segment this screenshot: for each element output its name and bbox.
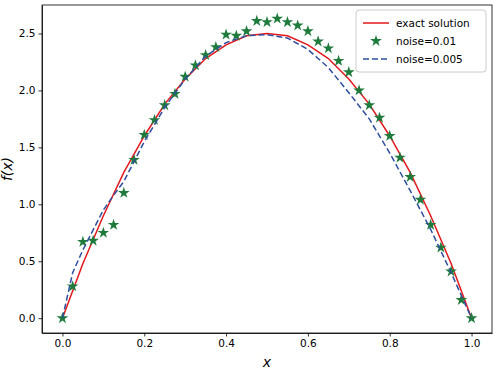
marker bbox=[302, 25, 314, 36]
marker bbox=[363, 99, 375, 110]
marks bbox=[57, 13, 478, 324]
marker bbox=[394, 151, 406, 162]
marker bbox=[241, 25, 253, 36]
marker bbox=[415, 194, 427, 205]
tick-mark bbox=[39, 147, 43, 148]
tick-label: 0.8 bbox=[382, 337, 399, 349]
tick: 2.5 bbox=[19, 27, 42, 39]
tick-label: 0.0 bbox=[55, 337, 72, 349]
tick-label: 2.0 bbox=[19, 84, 36, 96]
marker bbox=[251, 15, 263, 26]
marker bbox=[323, 42, 335, 53]
tick-label: 1.5 bbox=[19, 141, 36, 153]
legend-label: noise=0.01 bbox=[396, 35, 456, 47]
marker bbox=[138, 129, 150, 140]
marker bbox=[404, 171, 416, 182]
marker bbox=[271, 13, 283, 24]
marker bbox=[384, 130, 396, 141]
tick-mark bbox=[39, 318, 43, 319]
plot: 0.0 0.2 0.4 0.6 0.8 1.0 0.0 0.5 1.0 1.5 2.0 2.5 exac… bbox=[19, 5, 493, 349]
marker bbox=[98, 227, 110, 238]
y-axis: 0.0 0.5 1.0 1.5 2.0 2.5 bbox=[19, 6, 43, 334]
tick-label: 0.6 bbox=[300, 337, 317, 349]
series-line bbox=[62, 35, 471, 319]
marker bbox=[220, 28, 232, 39]
tick: 0.8 bbox=[382, 333, 399, 349]
marker bbox=[353, 84, 365, 95]
tick-label: 0.4 bbox=[218, 337, 235, 349]
axis-line bbox=[42, 6, 43, 334]
legend-swatch bbox=[363, 58, 389, 60]
tick-mark bbox=[39, 33, 43, 34]
tick-label: 0.5 bbox=[19, 255, 36, 267]
tick: 1.0 bbox=[464, 333, 481, 349]
tick: 0.0 bbox=[55, 333, 72, 349]
marker bbox=[118, 187, 130, 198]
legend-swatch bbox=[363, 22, 389, 24]
marker bbox=[261, 16, 273, 27]
legend: exact solution noise=0.01 noise=0.005 bbox=[356, 10, 486, 72]
tick: 0.5 bbox=[19, 255, 42, 267]
tick: 0.4 bbox=[218, 333, 235, 349]
x-axis-title: x bbox=[262, 354, 272, 370]
tick: 0.2 bbox=[136, 333, 153, 349]
marker bbox=[312, 35, 324, 46]
y-axis-title: f(x) bbox=[0, 157, 15, 181]
tick: 0.6 bbox=[300, 333, 317, 349]
chart: 0.0 0.2 0.4 0.6 0.8 1.0 0.0 0.5 1.0 1.5 2.0 2.5 exac… bbox=[0, 0, 500, 373]
tick-mark bbox=[39, 204, 43, 205]
marker bbox=[282, 16, 294, 27]
marker bbox=[190, 59, 202, 70]
marker bbox=[343, 66, 355, 77]
marker bbox=[200, 49, 212, 60]
tick-label: 2.5 bbox=[19, 27, 36, 39]
tick: 2.0 bbox=[19, 84, 42, 96]
marker bbox=[292, 19, 304, 30]
legend-swatch bbox=[370, 35, 382, 46]
series-line bbox=[62, 33, 471, 318]
marker bbox=[333, 55, 345, 66]
marker bbox=[435, 241, 447, 252]
marker bbox=[108, 219, 120, 230]
tick-label: 1.0 bbox=[464, 337, 481, 349]
tick-label: 0.2 bbox=[136, 337, 153, 349]
marker bbox=[374, 112, 386, 123]
legend-label: exact solution bbox=[396, 17, 470, 29]
tick-mark bbox=[39, 90, 43, 91]
legend-label: noise=0.005 bbox=[396, 53, 463, 65]
tick: 1.5 bbox=[19, 141, 42, 153]
axis-line bbox=[43, 333, 493, 334]
tick-mark bbox=[39, 261, 43, 262]
legend-box bbox=[356, 10, 486, 72]
tick-label: 0.0 bbox=[19, 312, 36, 324]
tick: 0.0 bbox=[19, 312, 42, 324]
x-axis: 0.0 0.2 0.4 0.6 0.8 1.0 bbox=[43, 333, 493, 349]
tick-label: 1.0 bbox=[19, 198, 36, 210]
tick: 1.0 bbox=[19, 198, 42, 210]
frame bbox=[42, 5, 492, 333]
